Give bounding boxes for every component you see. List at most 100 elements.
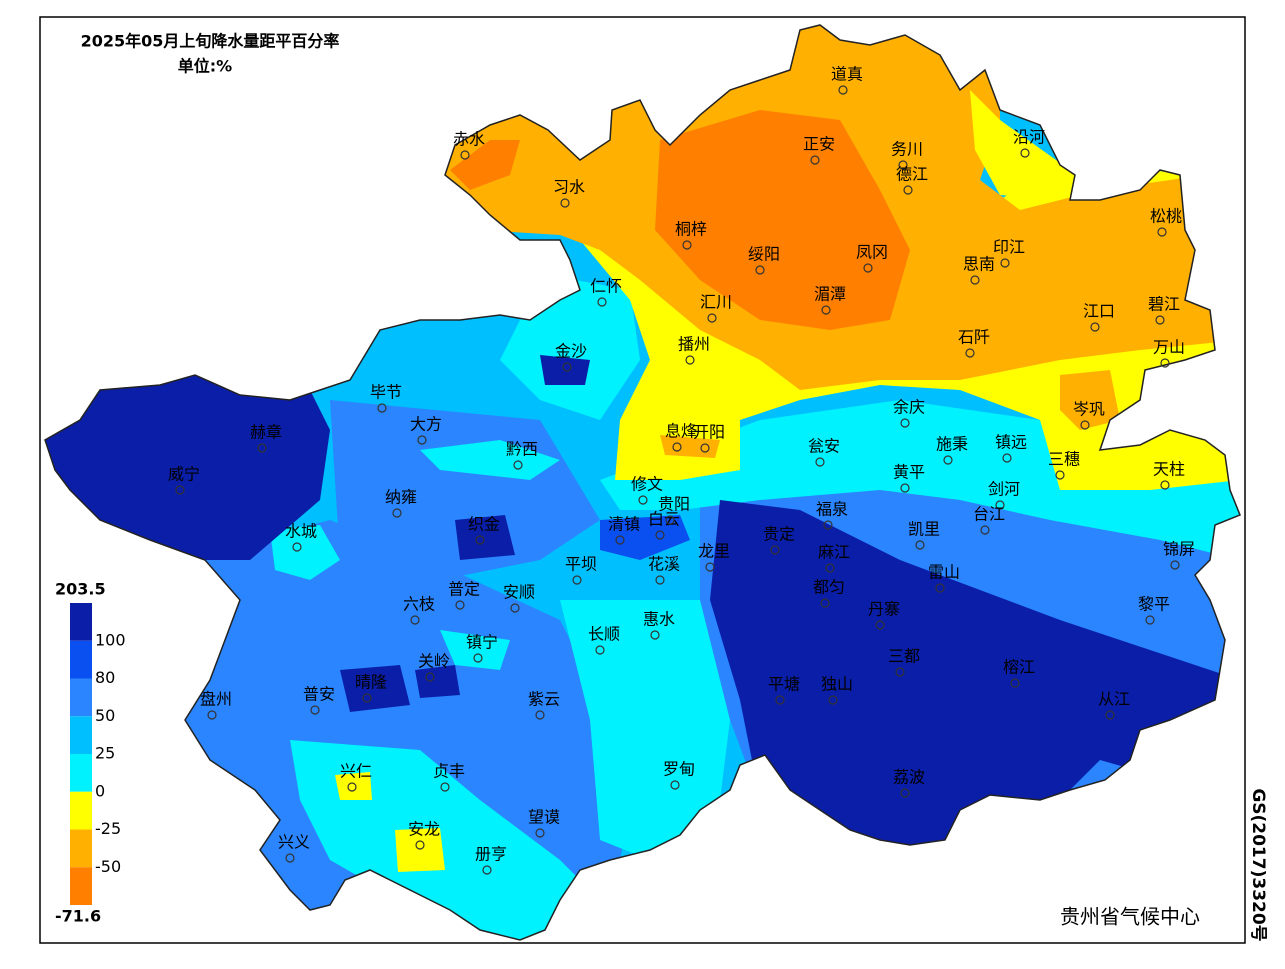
station-dot	[475, 535, 485, 545]
station-dot	[392, 508, 402, 518]
legend-label: 25	[95, 744, 115, 763]
station-name: 罗甸	[663, 760, 695, 779]
station-dot	[895, 667, 905, 677]
station-dot	[935, 583, 945, 593]
station-name: 都匀	[813, 578, 845, 597]
contour-area	[395, 828, 445, 872]
legend-swatch	[70, 754, 92, 792]
station-dot	[995, 500, 1005, 510]
station-name: 桐梓	[675, 220, 707, 239]
station-dot	[417, 435, 427, 445]
station-dot	[655, 530, 665, 540]
station-name: 盘州	[200, 690, 232, 709]
station-dot	[898, 160, 908, 170]
station-dot	[455, 600, 465, 610]
station-name: 贵阳	[658, 495, 690, 514]
station-name: 播州	[678, 335, 710, 354]
station-name: 台江	[973, 505, 1005, 524]
station-dot	[970, 275, 980, 285]
station-name: 从江	[1098, 690, 1130, 709]
station-dot	[825, 563, 835, 573]
station-dot	[410, 615, 420, 625]
station-name: 德江	[896, 165, 928, 184]
station-name: 息烽	[665, 422, 697, 441]
station-dot	[473, 653, 483, 663]
contour-area	[600, 515, 690, 560]
station-name: 福泉	[816, 500, 848, 519]
station-dot	[815, 457, 825, 467]
station-dot	[915, 540, 925, 550]
legend-label: -50	[95, 857, 121, 876]
station-name: 花溪	[648, 555, 680, 574]
station-dot	[875, 620, 885, 630]
station-name: 正安	[803, 135, 835, 154]
station-dot	[682, 240, 692, 250]
station-name: 绥阳	[748, 245, 780, 264]
station-name: 凤冈	[856, 243, 888, 262]
contour-area	[440, 630, 510, 670]
station-dot	[707, 313, 717, 323]
station-name: 榕江	[1003, 658, 1035, 677]
station-dot	[1157, 227, 1167, 237]
unit-label: 单位:%	[178, 57, 232, 76]
legend-label: 80	[95, 668, 115, 687]
station-dot	[1020, 148, 1030, 158]
station-name: 沿河	[1013, 128, 1045, 147]
legend-label: 100	[95, 630, 126, 649]
station-name: 石阡	[958, 328, 990, 347]
station-dot	[1170, 560, 1180, 570]
station-dot	[1000, 258, 1010, 268]
station-dot	[863, 263, 873, 273]
station-dot	[1105, 710, 1115, 720]
station-name: 长顺	[588, 625, 620, 644]
station-dot	[900, 788, 910, 798]
map-code: GS(2017)3320号	[1248, 788, 1268, 941]
frame	[39, 16, 1246, 944]
station-dot	[980, 525, 990, 535]
contour-area	[45, 360, 330, 560]
station-dot	[597, 297, 607, 307]
station-dot	[285, 853, 295, 863]
station-dot	[821, 305, 831, 315]
legend-label: 50	[95, 706, 115, 725]
station-name: 三穗	[1048, 450, 1080, 469]
station-dot	[770, 545, 780, 555]
station-name: 江口	[1083, 302, 1115, 321]
station-dot	[1080, 420, 1090, 430]
contour-area	[415, 665, 460, 698]
station-dot	[562, 362, 572, 372]
station-name: 松桃	[1150, 207, 1182, 226]
station-dot	[900, 418, 910, 428]
contour-area	[560, 600, 730, 860]
station-dot	[650, 630, 660, 640]
station-dot	[965, 348, 975, 358]
station-name: 关岭	[418, 652, 450, 671]
legend-label: 0	[95, 781, 105, 800]
station-name: 威宁	[168, 465, 200, 484]
station-name: 锦屏	[1163, 540, 1195, 559]
station-dot	[460, 150, 470, 160]
legend-label: 203.5	[55, 580, 106, 599]
station-dot	[903, 185, 913, 195]
station-name: 万山	[1153, 338, 1185, 357]
station-dot	[425, 672, 435, 682]
station-name: 龙里	[698, 542, 730, 561]
station-dot	[655, 575, 665, 585]
station-name: 兴义	[278, 833, 310, 852]
station-name: 道真	[831, 65, 863, 84]
station-dot	[535, 710, 545, 720]
station-dot	[377, 403, 387, 413]
station-name: 开阳	[693, 423, 725, 442]
station-name: 独山	[821, 675, 853, 694]
contour-area	[420, 440, 560, 480]
station-dot	[828, 695, 838, 705]
contour-area	[340, 665, 410, 712]
station-dot	[1160, 480, 1170, 490]
station-name: 平坝	[565, 555, 597, 574]
station-name: 普安	[303, 685, 335, 704]
station-dot	[900, 483, 910, 493]
station-name: 天柱	[1153, 460, 1185, 479]
station-dot	[670, 780, 680, 790]
station-name: 普定	[448, 580, 480, 599]
contour-area	[1060, 370, 1120, 430]
